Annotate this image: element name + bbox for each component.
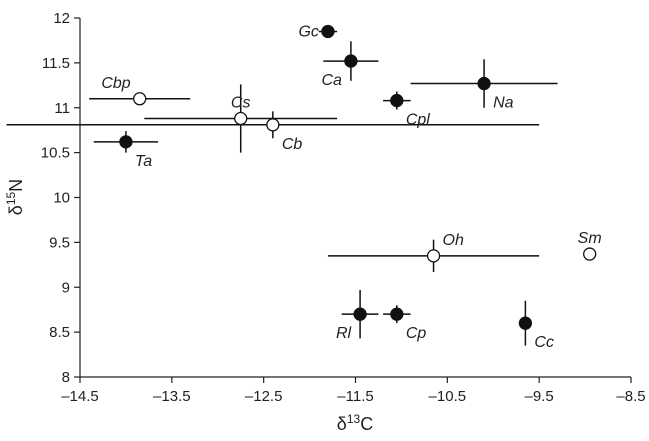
- data-point-cc: Cc: [518, 300, 554, 351]
- data-point-ca: Ca: [321, 41, 379, 89]
- x-tick-label: –12.5: [245, 388, 283, 405]
- y-tick-label: 9: [62, 279, 70, 296]
- x-tick-label: –14.5: [61, 388, 99, 405]
- data-point-oh: Oh: [327, 232, 540, 272]
- data-point-cbp: Cbp: [89, 75, 191, 106]
- point-label: Ca: [321, 72, 342, 89]
- data-point-cp: Cp: [383, 305, 426, 342]
- x-axis-title-suffix: C: [360, 414, 373, 434]
- data-point-rl: Rl: [336, 289, 379, 342]
- filled-marker: [390, 307, 404, 321]
- point-label: Oh: [443, 232, 464, 249]
- x-axis-title-superscript: 13: [347, 412, 361, 426]
- filled-marker: [390, 93, 404, 108]
- open-marker: [266, 118, 280, 132]
- open-marker: [133, 92, 147, 106]
- y-tick-label: 11: [54, 100, 70, 117]
- data-point-gc: Gc: [298, 23, 338, 40]
- y-axis-title-superscript: 15: [4, 191, 18, 205]
- point-label: Sm: [578, 230, 602, 247]
- point-label: Cbp: [101, 75, 130, 92]
- point-label: Na: [493, 95, 514, 112]
- y-tick-label: 11.5: [42, 55, 70, 72]
- data-point-sm: Sm: [578, 230, 602, 261]
- point-label: Cb: [282, 136, 303, 153]
- y-axis-title-prefix: δ: [6, 205, 26, 215]
- point-label: Gc: [298, 23, 318, 40]
- x-axis-title: δ13C: [337, 412, 373, 434]
- point-label: Cc: [534, 334, 554, 351]
- y-axis-title-suffix: N: [6, 179, 26, 192]
- data-point-ta: Ta: [93, 131, 159, 170]
- data-point-cs: Cs: [144, 84, 338, 153]
- data-point-na: Na: [410, 59, 558, 112]
- y-ticks: 8 8.5 9 9.5 10 10.5 11 11.5 12: [41, 10, 80, 386]
- point-label: Ta: [135, 153, 152, 170]
- data-points: Gc Ca Cbp Cs Cb Cpl Na Ta Oh Sm Rl Cp Cc: [6, 23, 602, 351]
- filled-marker: [518, 316, 533, 330]
- y-tick-label: 10: [53, 190, 70, 207]
- point-label: Cpl: [406, 112, 430, 129]
- x-tick-label: –11.5: [337, 388, 373, 405]
- point-label: Rl: [336, 325, 352, 342]
- point-label: Cs: [231, 95, 251, 112]
- open-marker: [426, 249, 441, 263]
- filled-marker: [344, 54, 358, 68]
- open-marker: [234, 111, 248, 126]
- y-tick-label: 8.5: [49, 324, 70, 341]
- x-axis-title-prefix: δ: [337, 414, 347, 434]
- open-marker: [583, 247, 597, 261]
- axes: [79, 18, 631, 378]
- filled-marker: [321, 24, 335, 39]
- x-tick-label: –13.5: [153, 388, 191, 405]
- x-tick-label: –8.5: [616, 388, 645, 405]
- x-tick-label: –10.5: [429, 388, 467, 405]
- x-tick-label: –9.5: [525, 388, 554, 405]
- y-axis-title: δ15N: [4, 179, 26, 215]
- y-tick-label: 12: [53, 10, 70, 27]
- x-ticks: –14.5 –13.5 –12.5 –11.5 –10.5 –9.5 –8.5: [61, 377, 646, 405]
- y-tick-label: 10.5: [41, 145, 70, 162]
- data-point-cb: Cb: [6, 111, 540, 153]
- point-label: Cp: [406, 325, 427, 342]
- filled-marker: [119, 135, 133, 149]
- y-tick-label: 9.5: [49, 234, 70, 251]
- data-point-cpl: Cpl: [383, 91, 430, 129]
- filled-marker: [353, 307, 367, 321]
- y-tick-label: 8: [62, 369, 70, 386]
- filled-marker: [477, 76, 491, 91]
